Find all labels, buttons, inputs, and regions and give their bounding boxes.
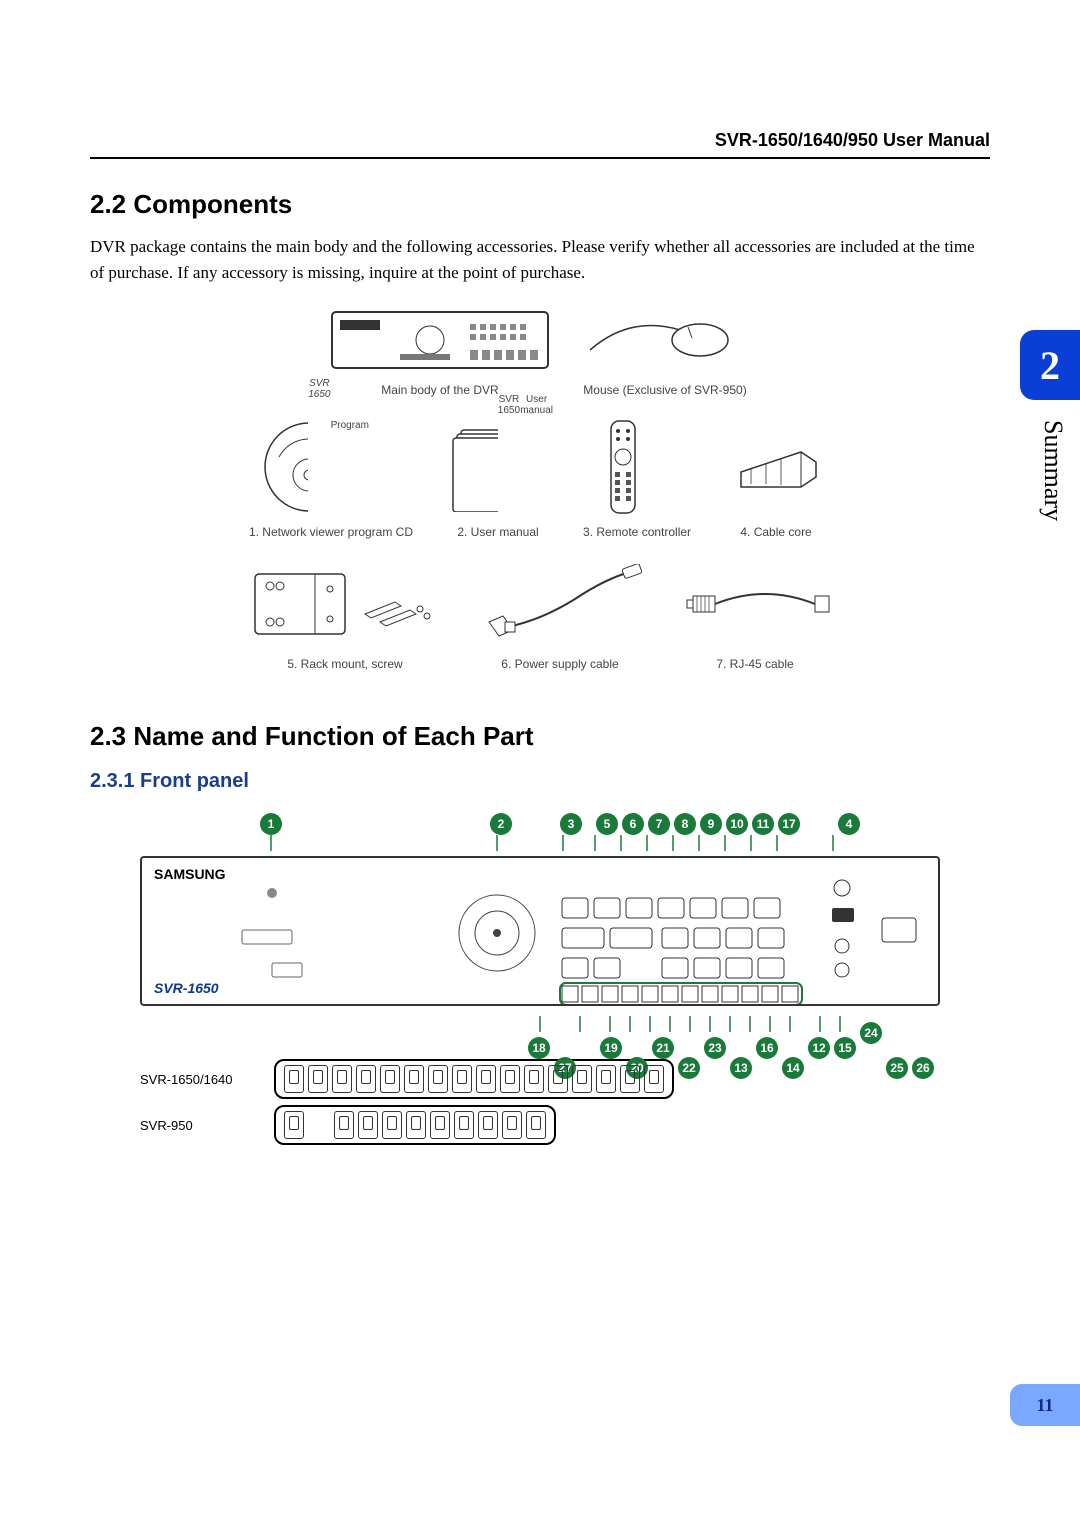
front-panel-diagram: SAMSUNG SVR-1650: [140, 856, 940, 1006]
component-label: 3. Remote controller: [583, 525, 691, 539]
variant-a-label: SVR-1650/1640: [140, 1072, 260, 1087]
mouse-icon: [580, 310, 750, 370]
front-panel-figure: 1 2 3 5 6 7 8 9 10 11 17 4: [140, 813, 940, 1145]
side-chapter-tab: 2 Summary: [1020, 330, 1080, 521]
page-number-tab: 11: [1010, 1384, 1080, 1426]
callout-2: 2: [490, 813, 512, 835]
component-power: 6. Power supply cable: [475, 559, 645, 671]
component-label: Mouse (Exclusive of SVR-950): [580, 383, 750, 397]
chapter-label: Summary: [1038, 420, 1068, 521]
callout-25: 25: [886, 1057, 908, 1079]
section-2-3-heading: 2.3 Name and Function of Each Part: [90, 721, 990, 752]
component-rj45: 7. RJ-45 cable: [675, 559, 835, 671]
header-title: SVR-1650/1640/950 User Manual: [715, 130, 990, 150]
callout-21: 21: [652, 1037, 674, 1059]
callout-19: 19: [600, 1037, 622, 1059]
cd-top-text: SVR 1650: [308, 378, 330, 400]
callout-11: 11: [752, 813, 774, 835]
cable-core-icon: [721, 432, 831, 502]
rj45-icon: [675, 574, 835, 634]
component-label: 2. User manual: [443, 525, 553, 539]
page-header: SVR-1650/1640/950 User Manual: [90, 130, 990, 159]
callout-26: 26: [912, 1057, 934, 1079]
manual-top-text: SVR 1650: [498, 394, 521, 416]
callout-22: 22: [678, 1057, 700, 1079]
chapter-number: 2: [1020, 330, 1080, 400]
callout-12: 12: [808, 1037, 830, 1059]
component-remote: 3. Remote controller: [583, 417, 691, 539]
callout-3: 3: [560, 813, 582, 835]
top-leader-lines: [140, 835, 940, 851]
callout-1: 1: [260, 813, 282, 835]
callout-17: 17: [778, 813, 800, 835]
remote-icon: [593, 417, 653, 517]
power-cable-icon: [475, 564, 645, 644]
callout-15: 15: [834, 1037, 856, 1059]
variant-b-buttons: [274, 1105, 556, 1145]
callout-24: 24: [860, 1022, 882, 1044]
callout-13: 13: [730, 1057, 752, 1079]
callout-7: 7: [648, 813, 670, 835]
component-label: 6. Power supply cable: [475, 657, 645, 671]
variant-a-buttons: [274, 1059, 674, 1099]
section-2-3-1-heading: 2.3.1 Front panel: [90, 770, 990, 793]
component-rack: 5. Rack mount, screw: [245, 559, 445, 671]
variant-b-label: SVR-950: [140, 1118, 260, 1133]
callout-14: 14: [782, 1057, 804, 1079]
component-label: 1. Network viewer program CD: [249, 525, 413, 539]
component-cable-core: 4. Cable core: [721, 417, 831, 539]
component-main-body: Main body of the DVR: [330, 305, 550, 397]
component-mouse: Mouse (Exclusive of SVR-950): [580, 305, 750, 397]
manual-bottom-text: User manual: [520, 394, 553, 416]
component-cd: SVR 1650 Program 1. Network viewer progr…: [249, 417, 413, 539]
page-number: 11: [1036, 1395, 1053, 1416]
bottom-leader-lines: [140, 1016, 940, 1032]
manual-icon: [443, 422, 498, 512]
callout-8: 8: [674, 813, 696, 835]
component-label: 4. Cable core: [721, 525, 831, 539]
callout-5: 5: [596, 813, 618, 835]
cd-icon: [249, 417, 308, 517]
section-2-2-heading: 2.2 Components: [90, 189, 990, 220]
components-grid: Main body of the DVR Mouse (Exclusive of…: [180, 305, 900, 671]
component-manual: SVR 1650 User manual 2. User manual: [443, 417, 553, 539]
callout-10: 10: [726, 813, 748, 835]
dvr-body-icon: [330, 310, 550, 370]
callout-16: 16: [756, 1037, 778, 1059]
callout-9: 9: [700, 813, 722, 835]
callout-4: 4: [838, 813, 860, 835]
callout-18: 18: [528, 1037, 550, 1059]
cd-bottom-text: Program: [331, 420, 369, 431]
component-label: 5. Rack mount, screw: [245, 657, 445, 671]
panel-internals-icon: [142, 858, 938, 1004]
rack-mount-icon: [245, 564, 445, 644]
callout-23: 23: [704, 1037, 726, 1059]
component-label: 7. RJ-45 cable: [675, 657, 835, 671]
section-2-2-paragraph: DVR package contains the main body and t…: [90, 234, 990, 285]
callout-6: 6: [622, 813, 644, 835]
